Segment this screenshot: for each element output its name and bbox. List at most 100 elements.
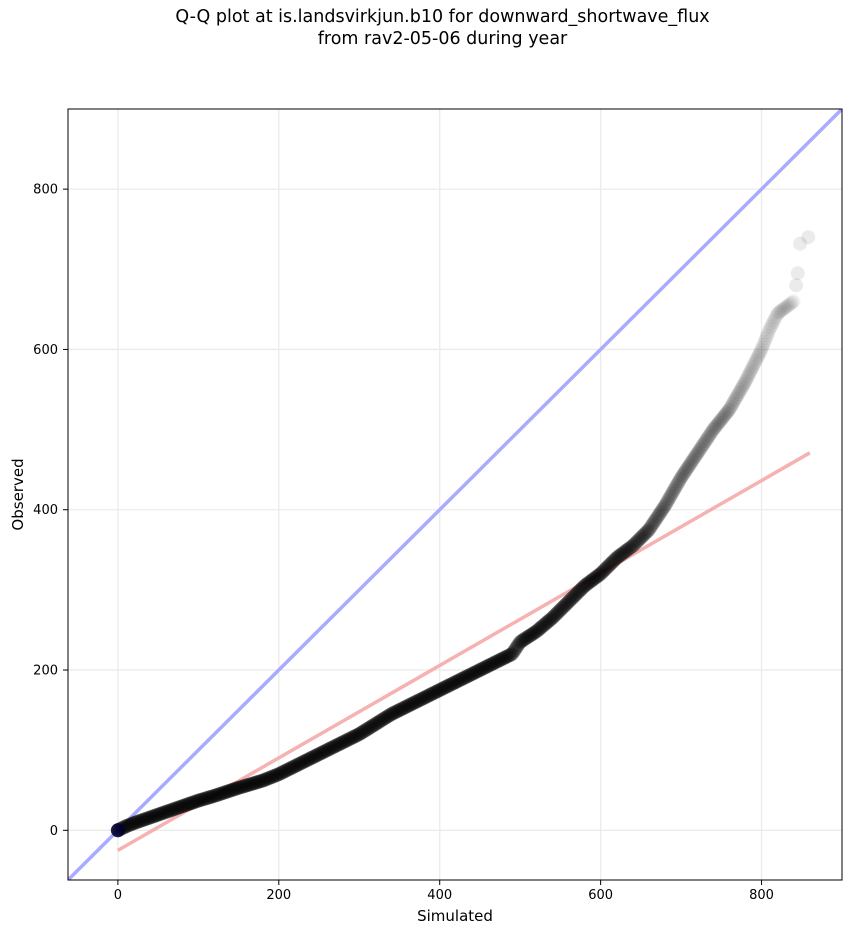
quantile-point xyxy=(477,660,492,675)
quantile-point xyxy=(342,731,357,746)
quantile-point xyxy=(638,526,653,541)
quantile-point xyxy=(492,653,507,668)
quantile-point xyxy=(462,668,477,683)
quantile-point xyxy=(616,545,631,560)
quantile-point xyxy=(704,424,719,439)
quantile-point xyxy=(417,690,432,705)
quantile-point xyxy=(412,693,427,708)
quantile-point xyxy=(535,619,550,634)
quantile-point xyxy=(307,749,322,764)
quantile-point xyxy=(302,751,317,766)
quantile-point xyxy=(472,663,487,678)
quantile-point xyxy=(370,715,385,730)
quantile-point xyxy=(405,696,420,711)
quantile-point xyxy=(223,783,238,798)
quantile-point xyxy=(454,672,469,687)
quantile-point xyxy=(503,647,518,662)
quantile-point xyxy=(377,711,392,726)
quantile-point xyxy=(563,592,578,607)
quantile-point xyxy=(604,556,619,571)
quantile-point xyxy=(539,616,554,631)
quantile-point xyxy=(241,777,256,792)
quantile-point xyxy=(411,693,426,708)
quantile-point xyxy=(493,652,508,667)
quantile-point xyxy=(138,812,153,827)
quantile-point xyxy=(478,660,493,675)
quantile-point xyxy=(568,588,583,603)
quantile-point xyxy=(668,480,683,495)
quantile-point xyxy=(445,676,460,691)
quantile-point xyxy=(541,613,556,628)
quantile-point xyxy=(523,628,538,643)
quantile-point xyxy=(546,609,561,624)
quantile-point xyxy=(674,470,689,485)
quantile-point xyxy=(347,729,362,744)
quantile-point xyxy=(402,697,417,712)
quantile-point xyxy=(586,572,601,587)
quantile-point xyxy=(287,759,302,774)
quantile-point xyxy=(369,716,384,731)
quantile-point xyxy=(294,755,309,770)
quantile-point xyxy=(162,803,177,818)
quantile-point xyxy=(208,788,223,803)
quantile-point xyxy=(746,357,761,372)
quantile-point xyxy=(513,634,528,649)
quantile-point xyxy=(349,728,364,743)
quantile-point xyxy=(730,389,745,404)
quantile-point xyxy=(122,817,137,832)
quantile-point xyxy=(338,733,353,748)
quantile-point xyxy=(740,369,755,384)
quantile-point xyxy=(690,446,705,461)
quantile-point xyxy=(305,750,320,765)
quantile-point xyxy=(491,654,506,669)
quantile-point xyxy=(529,624,544,639)
quantile-point xyxy=(695,439,710,454)
quantile-points xyxy=(110,230,816,838)
quantile-point xyxy=(425,686,440,701)
quantile-point xyxy=(331,737,346,752)
quantile-point xyxy=(784,296,799,311)
quantile-point xyxy=(285,760,300,775)
quantile-point xyxy=(620,543,635,558)
quantile-point xyxy=(427,685,442,700)
quantile-point xyxy=(725,397,740,412)
quantile-point xyxy=(684,455,699,470)
y-tick-label: 400 xyxy=(33,503,58,518)
y-tick-label: 800 xyxy=(33,183,58,198)
quantile-point xyxy=(253,774,268,789)
quantile-point xyxy=(153,806,168,821)
quantile-point xyxy=(428,685,443,700)
quantile-point xyxy=(727,393,742,408)
quantile-point xyxy=(520,630,535,645)
quantile-point xyxy=(647,513,662,528)
quantile-point xyxy=(590,569,605,584)
quantile-point xyxy=(335,735,350,750)
quantile-point xyxy=(781,297,796,312)
quantile-point xyxy=(178,798,193,813)
quantile-point xyxy=(332,736,347,751)
quantile-point xyxy=(603,557,618,572)
quantile-point xyxy=(166,802,181,817)
quantile-point xyxy=(340,733,355,748)
quantile-point xyxy=(386,706,401,721)
quantile-point xyxy=(177,798,192,813)
quantile-point xyxy=(139,811,154,826)
quantile-point xyxy=(768,310,783,325)
quantile-point xyxy=(413,692,428,707)
quantile-point xyxy=(766,315,781,330)
quantile-point xyxy=(617,544,632,559)
quantile-point xyxy=(358,723,373,738)
quantile-point xyxy=(450,674,465,689)
quantile-point xyxy=(581,575,596,590)
quantile-point xyxy=(203,789,218,804)
quantile-point xyxy=(182,796,197,811)
quantile-point xyxy=(771,306,786,321)
quantile-point xyxy=(558,597,573,612)
quantile-point xyxy=(661,493,676,508)
quantile-point xyxy=(277,764,292,779)
quantile-point xyxy=(192,793,207,808)
quantile-point xyxy=(777,301,792,316)
quantile-point xyxy=(609,551,624,566)
quantile-point xyxy=(306,749,321,764)
quantile-point xyxy=(743,364,758,379)
